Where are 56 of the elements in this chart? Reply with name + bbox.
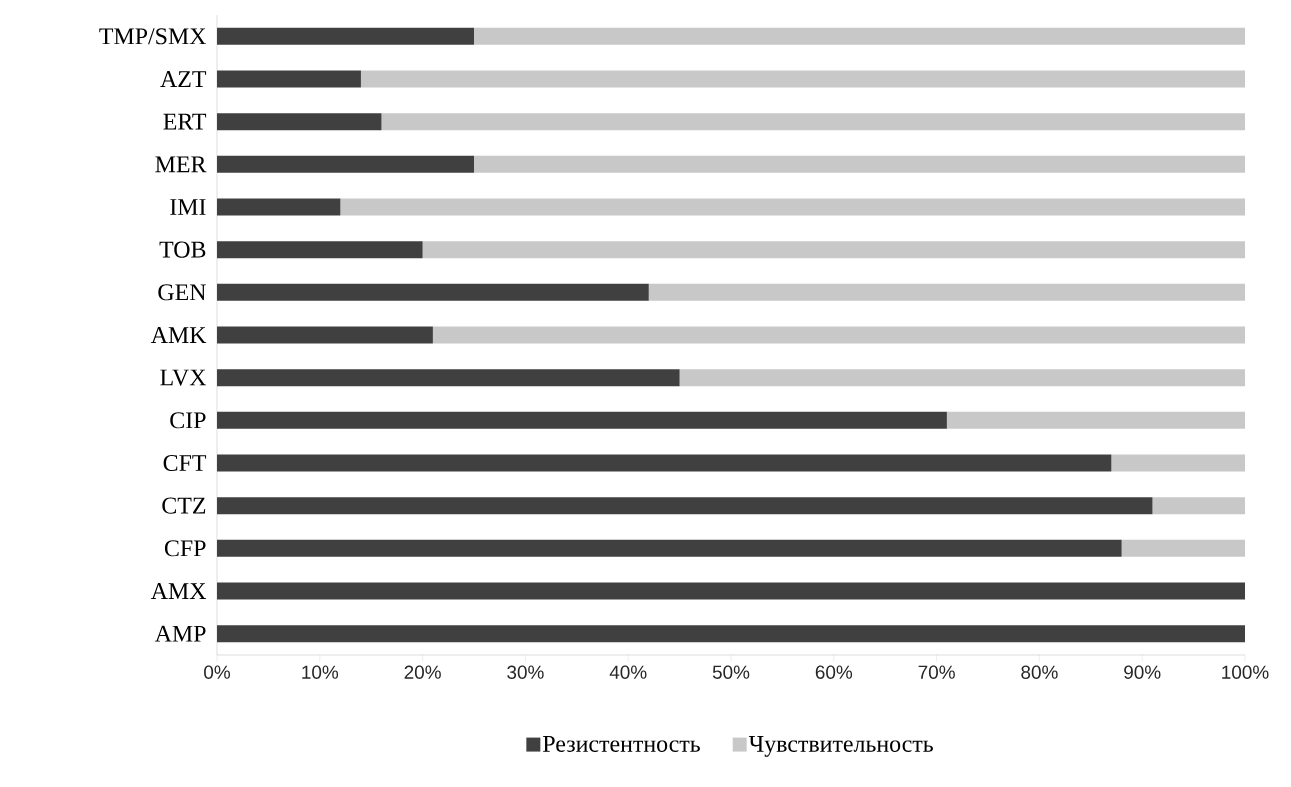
bar bbox=[474, 27, 1245, 45]
y-tick-label: AMP bbox=[154, 625, 206, 642]
bar bbox=[217, 113, 382, 131]
bar bbox=[217, 27, 475, 45]
bar bbox=[217, 241, 423, 259]
bar bbox=[432, 326, 1245, 344]
bar bbox=[217, 283, 649, 301]
bar bbox=[1121, 539, 1245, 557]
bar bbox=[340, 198, 1245, 216]
bar bbox=[946, 411, 1245, 429]
x-tick-label: 0% bbox=[204, 665, 231, 679]
bar bbox=[217, 454, 1112, 472]
x-tick-label: 100% bbox=[1222, 665, 1269, 679]
bar bbox=[217, 198, 341, 216]
bar bbox=[217, 497, 1153, 515]
bar bbox=[679, 369, 1245, 387]
y-tick-label: CFT bbox=[163, 454, 207, 472]
x-tick-label: 30% bbox=[507, 665, 544, 679]
bar bbox=[1111, 454, 1245, 472]
y-tick-label: CTZ bbox=[162, 497, 206, 514]
x-tick-label: 60% bbox=[815, 665, 853, 679]
legend-label: Резистентность bbox=[543, 736, 700, 752]
y-tick-label: AMX bbox=[150, 583, 207, 599]
x-tick-label: 10% bbox=[302, 665, 339, 679]
y-tick-label: MER bbox=[155, 156, 207, 173]
bar bbox=[217, 411, 947, 429]
x-tick-label: 50% bbox=[712, 665, 750, 679]
x-tick-label: 70% bbox=[918, 665, 955, 679]
x-tick-label: 90% bbox=[1124, 665, 1161, 679]
bar bbox=[217, 539, 1122, 557]
x-tick-label: 20% bbox=[404, 665, 441, 679]
bar bbox=[217, 369, 680, 387]
x-tick-label: 40% bbox=[609, 665, 647, 679]
bar bbox=[217, 70, 361, 88]
bar bbox=[217, 625, 1245, 643]
bar bbox=[381, 113, 1245, 131]
bar bbox=[648, 283, 1245, 301]
bar bbox=[217, 582, 1245, 600]
legend-label: Чувствительность bbox=[748, 736, 933, 757]
y-tick-label: TOB bbox=[159, 241, 206, 258]
y-tick-label: LVX bbox=[160, 369, 207, 386]
y-tick-label: IMI bbox=[170, 199, 206, 215]
y-tick-label: ERT bbox=[163, 113, 207, 130]
y-tick-label: AMK bbox=[150, 327, 207, 343]
y-tick-label: TMP/SMX bbox=[99, 28, 207, 45]
bar bbox=[217, 155, 475, 173]
y-tick-label: GEN bbox=[158, 284, 206, 301]
bar bbox=[360, 70, 1245, 88]
bar bbox=[422, 241, 1245, 259]
y-tick-label: CIP bbox=[170, 412, 206, 429]
y-tick-label: CFP bbox=[164, 540, 206, 557]
bar bbox=[474, 155, 1245, 173]
bar bbox=[217, 326, 433, 344]
bar bbox=[1152, 497, 1245, 515]
x-tick-label: 80% bbox=[1021, 665, 1058, 679]
y-tick-label: AZT bbox=[160, 71, 207, 87]
